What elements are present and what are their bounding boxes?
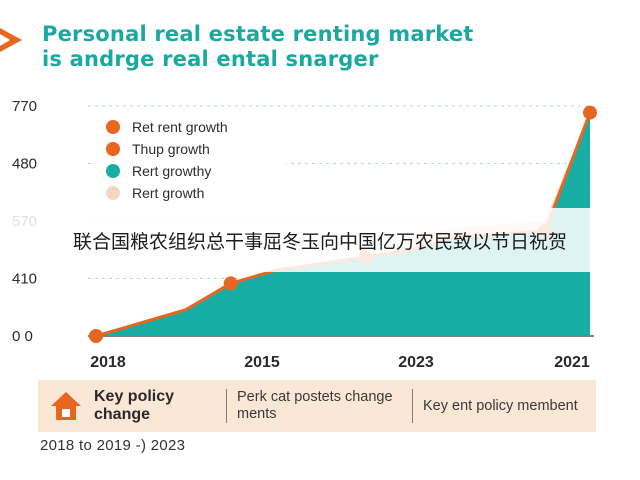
x-tick-label: 2021 xyxy=(554,354,590,371)
x-tick-label: 2023 xyxy=(398,354,434,371)
legend-label: Ret rent growth xyxy=(132,119,228,135)
policy-note-2: Key ent policy membent xyxy=(423,397,578,414)
policy-note-1: Perk cat postets change ments xyxy=(237,389,393,422)
title-line-1: Personal real estate renting market xyxy=(42,22,474,46)
series-area-rent-growth xyxy=(96,112,590,336)
policy-divider xyxy=(412,389,413,423)
key-policy-panel: Key policy change Perk cat postets chang… xyxy=(38,380,596,432)
data-point xyxy=(89,329,103,343)
data-point xyxy=(223,276,238,291)
y-tick-label: 410 xyxy=(12,271,37,288)
x-tick-label: 2018 xyxy=(90,354,126,371)
legend-item: Ret rent growth xyxy=(106,116,276,138)
legend-swatch xyxy=(106,164,120,178)
corner-arrow-cutout xyxy=(0,34,10,46)
year-range-caption: 2018 to 2019 -) 2023 xyxy=(40,437,186,454)
chart-title: Personal real estate renting market is a… xyxy=(42,22,602,72)
policy-divider xyxy=(226,389,227,423)
policy-title: Key policy change xyxy=(94,388,175,423)
title-line-2: is andrge real ental snarger xyxy=(42,47,379,71)
legend-label: Rert growthy xyxy=(132,163,212,179)
legend-swatch xyxy=(106,142,120,156)
legend-label: Thup growth xyxy=(132,141,210,157)
y-tick-label: 0 0 xyxy=(12,328,33,345)
legend-label: Rert growth xyxy=(132,185,205,201)
data-point xyxy=(583,105,597,120)
y-tick-label: 770 xyxy=(12,98,37,115)
legend-swatch xyxy=(106,186,120,200)
overlay-caption: 联合国粮农组织总干事屈冬玉向中国亿万农民致以节日祝贺 xyxy=(72,230,567,253)
legend-item: Rert growth xyxy=(106,182,276,204)
chart-legend: Ret rent growth Thup growth Rert growthy Re… xyxy=(96,110,286,210)
overlay-caption-band: 联合国粮农组织总干事屈冬玉向中国亿万农民致以节日祝贺 xyxy=(0,208,640,272)
x-tick-label: 2015 xyxy=(244,354,280,371)
legend-item: Thup growth xyxy=(106,138,276,160)
legend-swatch xyxy=(106,120,120,134)
legend-item: Rert growthy xyxy=(106,160,276,182)
house-icon xyxy=(38,380,94,432)
y-tick-label: 480 xyxy=(12,156,37,173)
